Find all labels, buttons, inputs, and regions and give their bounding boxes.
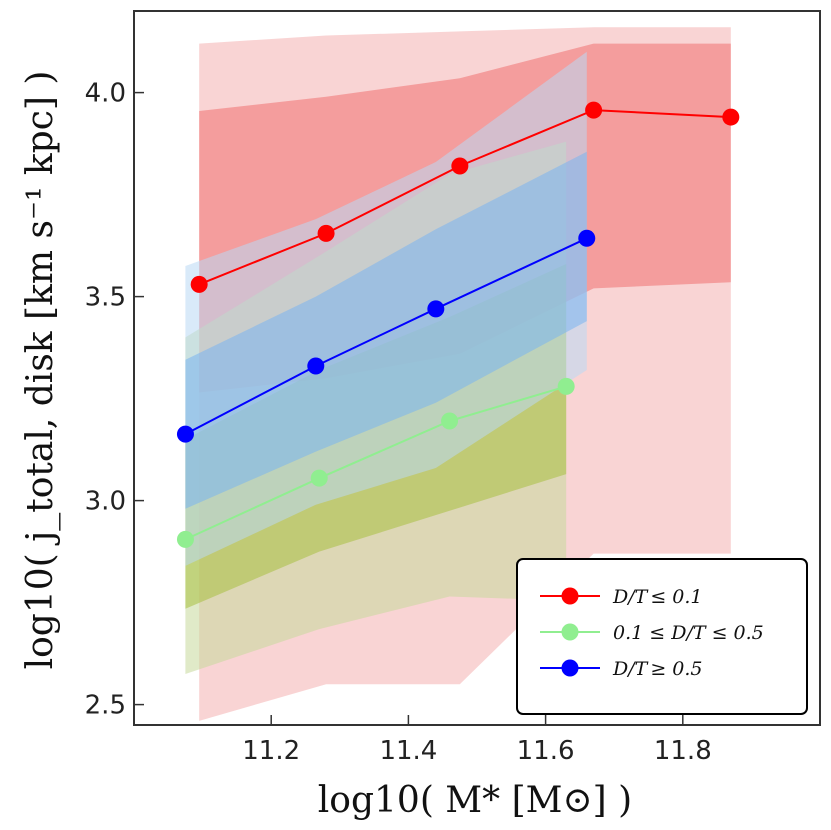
point-series-2 <box>578 229 596 247</box>
point-series-0 <box>190 275 208 293</box>
legend: D/T ≤ 0.1 0.1 ≤ D/T ≤ 0.5 D/T ≥ 0.5 <box>516 558 808 715</box>
x-tick-label: 11.2 <box>242 736 300 766</box>
legend-marker-1 <box>561 623 579 641</box>
point-series-2 <box>307 357 325 375</box>
point-series-2 <box>427 300 445 318</box>
x-tick-label: 11.6 <box>517 736 575 766</box>
legend-label-2: D/T ≥ 0.5 <box>612 658 703 680</box>
legend-label-0: D/T ≤ 0.1 <box>612 586 703 608</box>
point-series-0 <box>585 101 603 119</box>
legend-label-1: 0.1 ≤ D/T ≤ 0.5 <box>613 622 764 644</box>
point-series-1 <box>557 377 575 395</box>
point-series-1 <box>310 469 328 487</box>
y-tick-label: 2.5 <box>85 691 126 721</box>
plot-frame <box>133 10 821 726</box>
y-tick-label: 4.0 <box>85 79 126 109</box>
y-tick-label: 3.5 <box>85 283 126 313</box>
line-series-1 <box>184 385 567 541</box>
point-series-0 <box>722 108 740 126</box>
x-tick-label: 11.4 <box>379 736 437 766</box>
y-axis-ticks: 2.5 3.0 3.5 4.0 <box>85 79 144 721</box>
legend-box <box>516 558 808 715</box>
point-series-0 <box>317 224 335 242</box>
line-series-2 <box>184 237 588 435</box>
y-tick-label: 3.0 <box>85 487 126 517</box>
confidence-bands <box>185 27 731 721</box>
point-series-2 <box>176 425 194 443</box>
point-series-1 <box>176 530 194 548</box>
series-points <box>176 101 740 548</box>
point-series-0 <box>451 157 469 175</box>
y-axis-label: log10( j_total, disk [km s⁻¹ kpc] ) <box>20 71 61 670</box>
legend-marker-2 <box>561 659 579 677</box>
legend-marker-0 <box>561 587 579 605</box>
x-tick-label: 11.8 <box>654 736 712 766</box>
band-inner-series-2 <box>185 151 587 509</box>
x-axis-ticks: 11.2 11.4 11.6 11.8 <box>242 715 712 766</box>
point-series-1 <box>441 412 459 430</box>
x-axis-label: log10( M* [M⊙] ) <box>318 780 632 821</box>
